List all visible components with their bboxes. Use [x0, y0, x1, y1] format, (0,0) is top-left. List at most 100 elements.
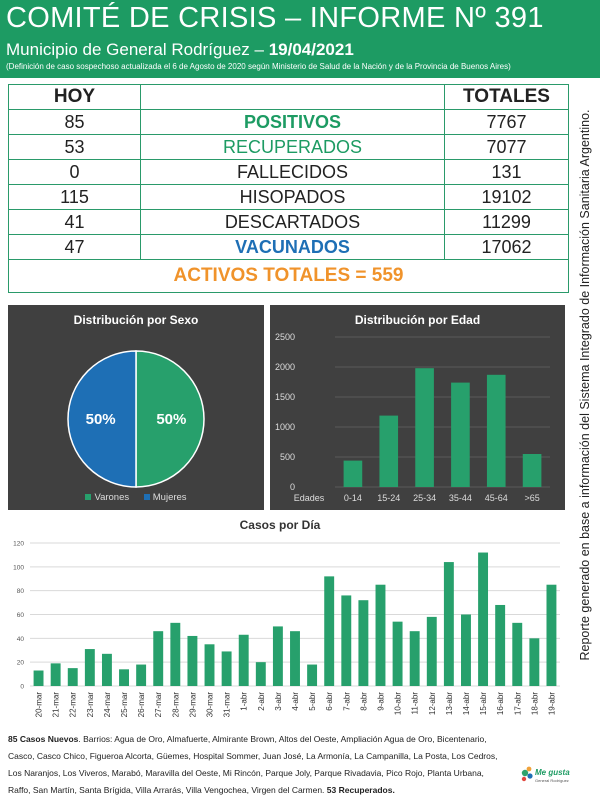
- daily-bar: [375, 584, 386, 686]
- daily-xtick-label: 25-mar: [120, 692, 129, 718]
- daily-xtick-label: 17-abr: [513, 692, 522, 715]
- daily-xtick-label: 2-abr: [257, 692, 266, 711]
- daily-xtick-label: 30-mar: [206, 692, 215, 718]
- daily-xtick-label: 27-mar: [154, 692, 163, 718]
- activos-totales: ACTIVOS TOTALES = 559: [8, 259, 569, 293]
- age-bar: [415, 368, 434, 487]
- daily-chart-title: Casos por Día: [239, 518, 321, 532]
- daily-bar: [546, 584, 557, 686]
- daily-bar: [478, 552, 489, 686]
- age-chart-title: Distribución por Edad: [354, 313, 481, 327]
- report-title: COMITÉ DE CRISIS – INFORME Nº 391: [6, 2, 544, 34]
- daily-xtick-label: 5-abr: [308, 692, 317, 711]
- age-ytick-label: 500: [280, 452, 295, 462]
- new-cases-count: 85 Casos Nuevos: [8, 734, 79, 744]
- total-value: 11299: [444, 209, 569, 235]
- sex-pie-chart: 50% 50%: [67, 350, 205, 488]
- daily-ytick-label: 80: [17, 588, 25, 595]
- stat-label: RECUPERADOS: [140, 134, 445, 160]
- report-subtitle: Municipio de General Rodríguez – 19/04/2…: [6, 40, 354, 60]
- stats-header-row: HOY TOTALES: [8, 84, 569, 110]
- daily-ytick-label: 0: [20, 684, 24, 691]
- daily-ytick-label: 100: [13, 564, 24, 571]
- stats-row-recuperados: 53 RECUPERADOS 7077: [8, 134, 569, 160]
- daily-cases-chart: 0 20 40 60 80 100 120 20-mar 21-mar 22-mar 23-mar 2…: [13, 541, 560, 718]
- daily-xtick-label: 8-abr: [359, 692, 368, 711]
- daily-bar: [409, 631, 420, 686]
- age-xtick-label: >65: [524, 493, 539, 503]
- daily-ytick-label: 60: [17, 612, 25, 619]
- daily-bar: [495, 604, 506, 686]
- age-bar: [522, 454, 542, 487]
- daily-bar: [272, 626, 283, 686]
- daily-xtick-label: 19-abr: [547, 692, 556, 715]
- age-distribution-panel: Distribución por Edad 0 500 1000 1500 2000 25…: [270, 305, 565, 510]
- age-xaxis-label: Edades: [294, 493, 325, 503]
- side-note: Reporte generado en base a información d…: [575, 85, 595, 685]
- age-xtick-label: 45-64: [485, 493, 508, 503]
- daily-xtick-label: 11-abr: [411, 692, 420, 715]
- hoy-value: 53: [8, 134, 141, 160]
- stats-row-positivos: 85 POSITIVOS 7767: [8, 109, 569, 135]
- daily-xtick-label: 1-abr: [240, 692, 249, 711]
- legend-swatch-mujeres: [143, 494, 150, 500]
- col-totales-header: TOTALES: [444, 84, 569, 110]
- daily-xtick-label: 26-mar: [137, 692, 146, 718]
- sex-chart-title: Distribución por Sexo: [73, 313, 199, 327]
- daily-xtick-label: 31-mar: [223, 692, 232, 718]
- daily-bar: [84, 649, 95, 686]
- daily-bar: [307, 664, 318, 686]
- age-bar: [379, 415, 399, 487]
- daily-xtick-label: 16-abr: [496, 692, 505, 715]
- total-value: 7767: [444, 109, 569, 135]
- stats-row-descartados: 41 DESCARTADOS 11299: [8, 209, 569, 235]
- daily-bar: [221, 651, 232, 686]
- daily-xtick-label: 24-mar: [103, 692, 112, 718]
- age-bar: [343, 460, 363, 487]
- daily-bar: [324, 576, 335, 686]
- age-ytick-label: 1000: [275, 422, 295, 432]
- recovered-count: 53 Recuperados.: [326, 785, 395, 795]
- legend-label-mujeres: Mujeres: [152, 492, 187, 503]
- me-gusta-logo: Me gusta General Rodríguez: [521, 766, 570, 783]
- daily-bar: [153, 631, 164, 686]
- age-ytick-label: 2500: [275, 332, 295, 342]
- daily-xtick-label: 28-mar: [171, 692, 180, 718]
- pie-label-varones: 50%: [156, 411, 186, 428]
- daily-xtick-label: 3-abr: [274, 692, 283, 711]
- daily-bar: [33, 670, 44, 686]
- daily-bar: [187, 635, 198, 686]
- report-header: COMITÉ DE CRISIS – INFORME Nº 391 Munici…: [0, 0, 600, 78]
- logo-text-2: General Rodríguez: [535, 778, 569, 783]
- legend-swatch-varones: [85, 494, 92, 500]
- daily-xtick-label: 13-abr: [445, 692, 454, 715]
- daily-bar: [392, 621, 403, 686]
- daily-xtick-label: 23-mar: [86, 692, 95, 718]
- daily-xtick-label: 12-abr: [428, 692, 437, 715]
- total-value: 7077: [444, 134, 569, 160]
- municipality-label: Municipio de General Rodríguez –: [6, 40, 269, 59]
- sex-distribution-panel: Distribución por Sexo 50% 50% Varones Muj…: [8, 305, 264, 510]
- daily-bar: [50, 663, 61, 686]
- age-bar-chart: 0 500 1000 1500 2000 2500 0-14 15-24 25-34 35-44 4…: [275, 332, 550, 503]
- daily-bar: [512, 622, 523, 686]
- age-ytick-label: 0: [290, 482, 295, 492]
- stat-label: FALLECIDOS: [140, 159, 445, 185]
- daily-bar: [529, 638, 540, 686]
- stat-label: DESCARTADOS: [140, 209, 445, 235]
- pie-slice-varones: [135, 350, 205, 488]
- col-hoy-header: HOY: [8, 84, 141, 110]
- daily-bar: [443, 562, 454, 686]
- hoy-value: 47: [8, 234, 141, 260]
- daily-xtick-label: 15-abr: [479, 692, 488, 715]
- daily-ytick-label: 40: [17, 636, 25, 643]
- age-xtick-label: 15-24: [377, 493, 400, 503]
- total-value: 17062: [444, 234, 569, 260]
- daily-xtick-label: 20-mar: [35, 692, 44, 718]
- side-note-text: Reporte generado en base a información d…: [578, 109, 592, 661]
- hoy-value: 41: [8, 209, 141, 235]
- stats-row-activos: ACTIVOS TOTALES = 559: [8, 259, 569, 293]
- daily-xtick-label: 9-abr: [376, 692, 385, 711]
- daily-bar: [255, 662, 266, 686]
- stat-label: HISOPADOS: [140, 184, 445, 210]
